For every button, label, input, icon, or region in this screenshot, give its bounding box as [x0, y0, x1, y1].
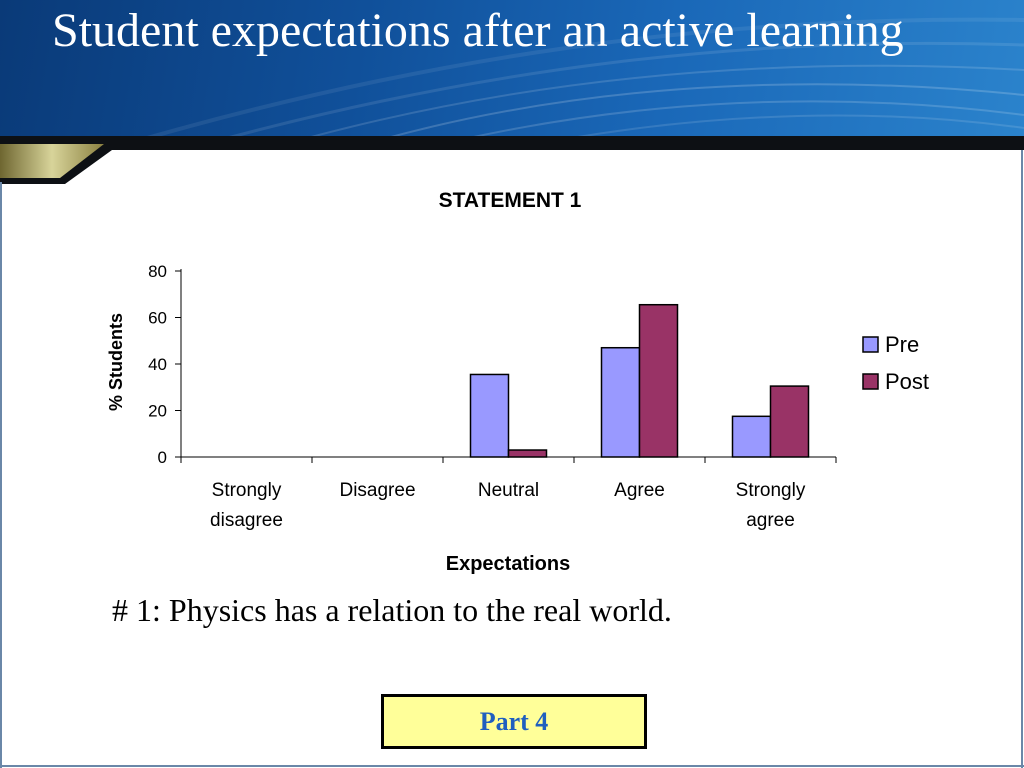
- bar-post-agree: [638, 303, 679, 458]
- x-tick-label: Strongly: [736, 480, 806, 501]
- title-banner: Student expectations after an active lea…: [0, 0, 1024, 140]
- y-tick-label: 80: [148, 262, 167, 281]
- legend-swatch-post: [862, 373, 879, 390]
- x-tick-label: Agree: [614, 480, 665, 501]
- x-tick-label: disagree: [210, 510, 283, 531]
- title-underline-band: [0, 136, 1024, 184]
- legend-swatch-pre: [862, 336, 879, 353]
- x-axis-label: Expectations: [446, 553, 570, 575]
- slide-frame-right: [1021, 150, 1023, 768]
- bar-pre-strongly-agree: [731, 415, 772, 458]
- slide-frame-left: [0, 182, 2, 768]
- bar-post-strongly-agree: [769, 385, 810, 458]
- chart-background: [90, 180, 935, 580]
- legend-label-pre: Pre: [885, 332, 919, 357]
- x-tick-label: Neutral: [478, 480, 539, 501]
- x-tick-label: Disagree: [339, 480, 415, 501]
- y-tick-label: 20: [148, 402, 167, 421]
- x-tick-label: Strongly: [212, 480, 282, 501]
- bar-pre-agree: [600, 346, 641, 458]
- y-tick-label: 60: [148, 309, 167, 328]
- expectations-bar-chart: STATEMENT 1 % Students Expectations 0 20 4…: [90, 180, 935, 580]
- part-4-button[interactable]: Part 4: [381, 694, 647, 749]
- bar-post-neutral: [507, 449, 548, 458]
- y-tick-label: 40: [148, 355, 167, 374]
- x-tick-label: agree: [746, 510, 795, 531]
- banner-swoosh-decoration: [139, 17, 1024, 140]
- y-axis-label: % Students: [106, 313, 126, 411]
- slide-title: Student expectations after an active lea…: [52, 4, 904, 57]
- statement-caption: # 1: Physics has a relation to the real …: [112, 592, 672, 628]
- y-tick-label: 0: [158, 448, 167, 467]
- legend-label-post: Post: [885, 369, 929, 394]
- bar-pre-neutral: [469, 373, 510, 458]
- slide-frame-bottom: [0, 765, 1024, 767]
- plot-area: 0 20 40 60 80 Strongly disagree Disagree Neutral…: [148, 262, 929, 531]
- chart-title: STATEMENT 1: [439, 189, 582, 212]
